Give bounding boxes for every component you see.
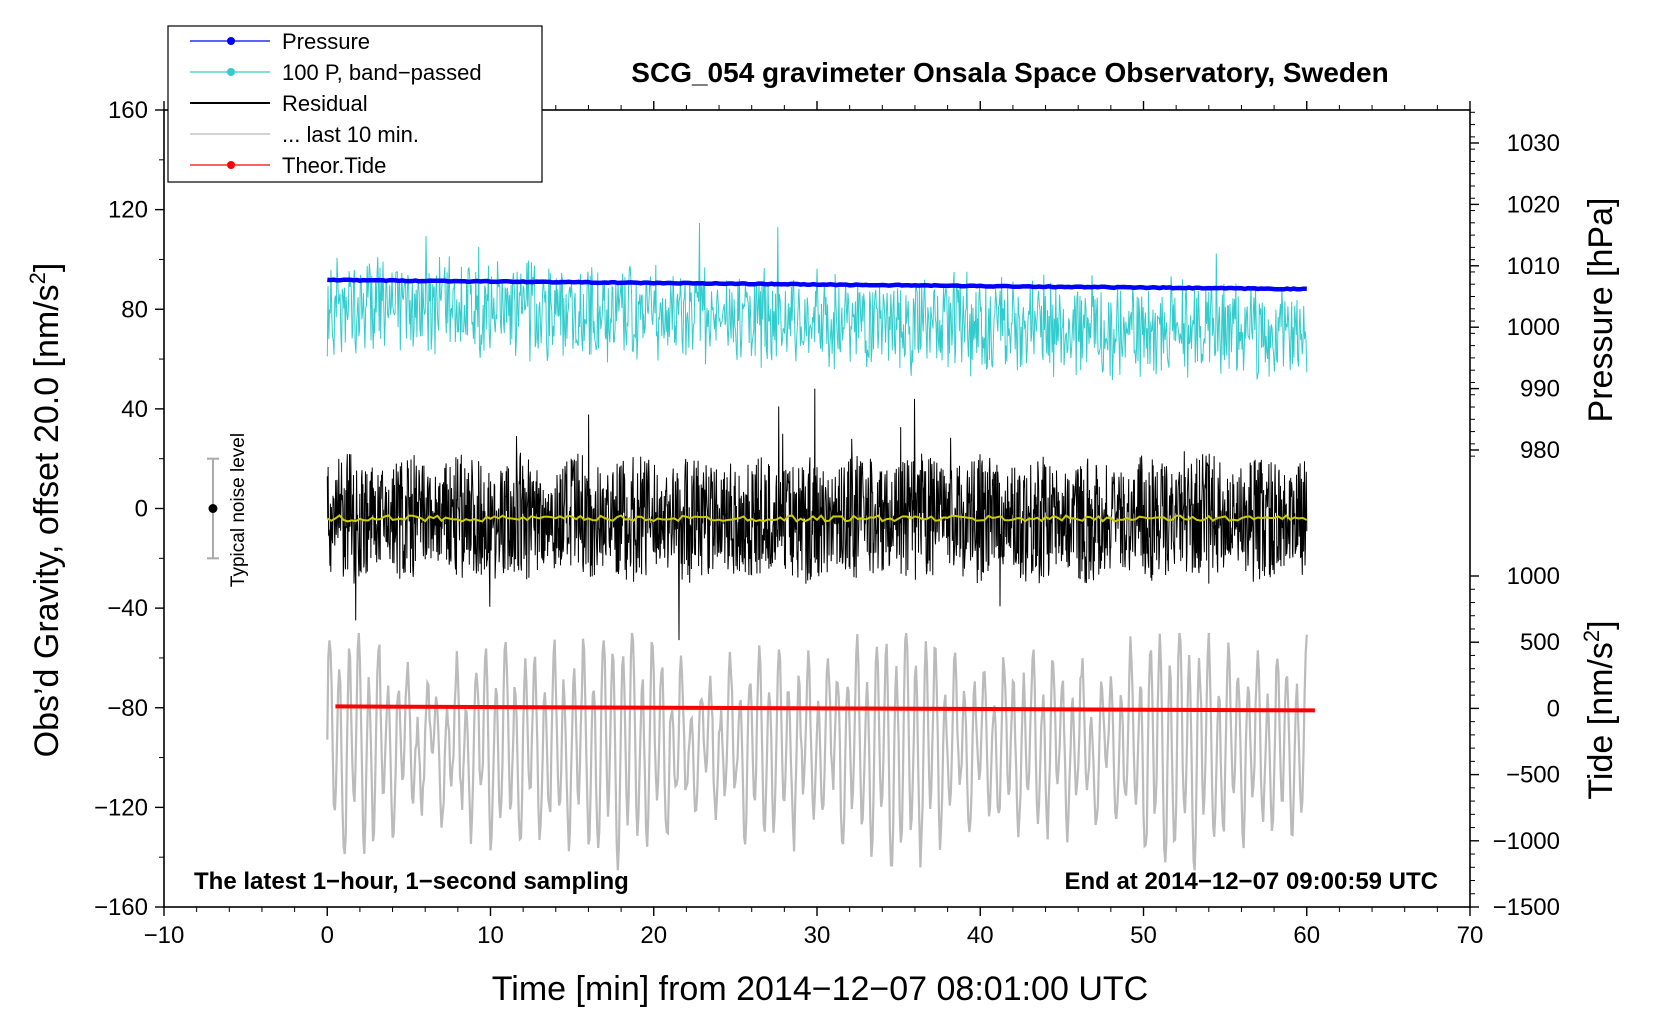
noise-bar-center — [208, 504, 218, 513]
y-tick-label: 40 — [121, 396, 148, 423]
pressure-tick-label: 1010 — [1507, 253, 1560, 280]
series-last-10-min — [326, 632, 1308, 871]
series-theor-tide — [335, 704, 1315, 713]
y-tick-label: −120 — [94, 794, 148, 821]
tide-tick-label: 500 — [1520, 629, 1560, 656]
x-axis-label: Time [min] from 2014−12−07 08:01:00 UTC — [492, 970, 1148, 1008]
pressure-tick-label: 1000 — [1507, 314, 1560, 341]
tide-tick-label: −1500 — [1493, 894, 1560, 921]
y-tick-label: 80 — [121, 296, 148, 323]
legend-label: 100 P, band−passed — [282, 60, 482, 85]
noise-level-label: Typical noise level — [228, 433, 249, 587]
tide-tick-label: 0 — [1547, 695, 1560, 722]
series-pressure — [327, 277, 1307, 292]
y-tick-label: 120 — [108, 197, 148, 224]
legend-label: Theor.Tide — [282, 153, 386, 178]
tide-tick-label: −500 — [1506, 762, 1560, 789]
series-layer — [326, 222, 1315, 871]
note-left: The latest 1−hour, 1−second sampling — [194, 868, 629, 895]
x-tick-label: −10 — [144, 922, 185, 949]
x-tick-label: 10 — [477, 922, 504, 949]
x-tick-label: 60 — [1293, 922, 1320, 949]
pressure-tick-label: 1020 — [1507, 191, 1560, 218]
pressure-tick-label: 1030 — [1507, 130, 1560, 157]
tide-axis-label: Tide [nm/s2] — [1579, 620, 1620, 799]
series-residual-mean — [326, 514, 1308, 523]
chart-title: SCG_054 gravimeter Onsala Space Observat… — [631, 57, 1388, 88]
legend-marker — [227, 161, 235, 169]
axes-layer: −10 0 10 20 30 40 50 60 70−160−120−80−4004080120… — [94, 97, 1560, 949]
tide-tick-label: 1000 — [1507, 563, 1560, 590]
x-tick-label: 40 — [967, 922, 994, 949]
legend-label: ... last 10 min. — [282, 122, 419, 147]
x-tick-label: 30 — [804, 922, 831, 949]
legend-marker — [227, 68, 235, 76]
y-tick-label: −160 — [94, 894, 148, 921]
y-tick-label: −40 — [107, 595, 148, 622]
x-tick-label: 20 — [640, 922, 667, 949]
y-axis-label: Obs’d Gravity, offset 20.0 [nm/s2] — [25, 263, 66, 758]
legend-marker — [227, 37, 235, 45]
y-tick-label: 0 — [135, 496, 148, 523]
y-tick-label: 160 — [108, 97, 148, 124]
note-right: End at 2014−12−07 09:00:59 UTC — [1064, 868, 1438, 895]
x-tick-label: 50 — [1130, 922, 1157, 949]
pressure-axis-label: Pressure [hPa] — [1582, 198, 1620, 423]
legend-label: Residual — [282, 91, 368, 116]
legend: Pressure 100 P, band−passed Residual ... la… — [167, 25, 543, 183]
x-tick-label: 70 — [1457, 922, 1484, 949]
series-band-passed — [326, 222, 1308, 381]
pressure-tick-label: 990 — [1520, 376, 1560, 403]
x-tick-label: 0 — [321, 922, 334, 949]
y-tick-label: −80 — [107, 695, 148, 722]
legend-label: Pressure — [282, 29, 370, 54]
tide-tick-label: −1000 — [1493, 828, 1560, 855]
series-residual — [326, 388, 1308, 641]
pressure-tick-label: 980 — [1520, 437, 1560, 464]
